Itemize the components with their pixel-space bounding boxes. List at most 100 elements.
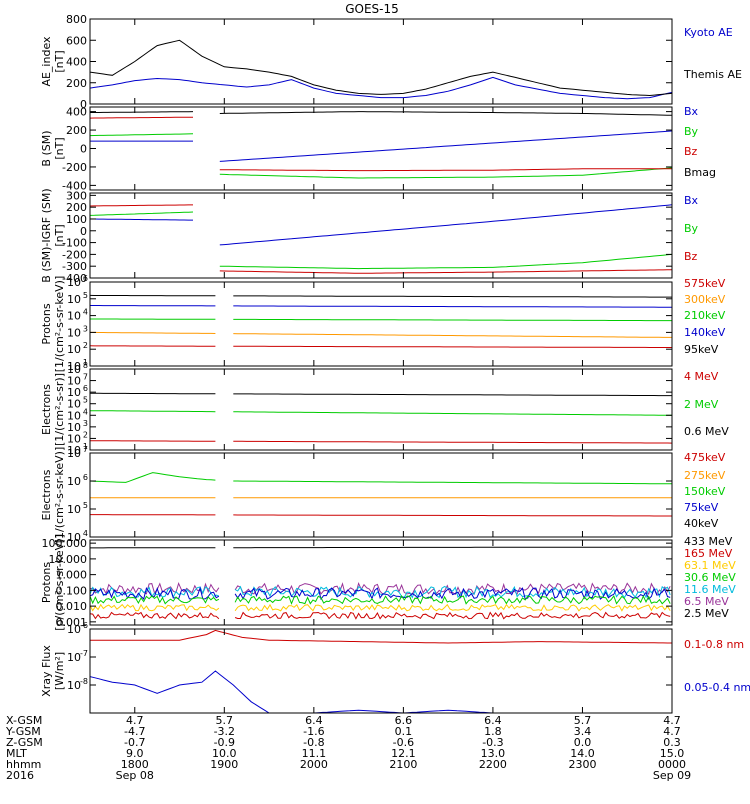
- y-tick-exponent: 2: [83, 430, 88, 439]
- y-tick-label: 100.000: [42, 537, 88, 550]
- y-tick-label: 1.000: [56, 569, 88, 582]
- series-line-140kev: [90, 305, 672, 308]
- y-tick-label: 10: [67, 679, 81, 692]
- ephemeris-value: 6.4: [305, 714, 323, 727]
- series-line-210kev: [90, 318, 672, 322]
- y-axis-label: Protons: [40, 562, 53, 603]
- y-tick-exponent: 7: [83, 445, 88, 454]
- ephemeris-value: -4.7: [124, 725, 145, 738]
- ephemeris-table: X-GSMY-GSMZ-GSMMLThhmm20164.7-4.7-0.79.0…: [5, 714, 691, 782]
- legend-entry: 150keV: [684, 485, 726, 498]
- panel-frame: [89, 18, 673, 105]
- y-tick-exponent: 4: [83, 308, 88, 317]
- y-tick-label: 0: [80, 225, 87, 238]
- y-tick-label: 10: [67, 623, 81, 636]
- series-line-by: [90, 211, 672, 270]
- y-tick-label: 200: [66, 201, 87, 214]
- ephemeris-value: -0.7: [124, 736, 145, 749]
- legend-entry: 0.1-0.8 nm: [684, 638, 744, 651]
- series-line-0-1-0-8-nm: [90, 629, 672, 644]
- series-line-433-mev: [90, 546, 672, 549]
- y-tick-label: 400: [66, 56, 87, 69]
- legend-entry: 2.5 MeV: [684, 607, 729, 620]
- y-tick-label: 10: [67, 343, 81, 356]
- panel-frame: [89, 192, 673, 279]
- y-axis-label: Protons: [40, 303, 53, 344]
- ephemeris-row-label: Y-GSM: [5, 725, 41, 738]
- series-line-by: [90, 133, 672, 179]
- y-axis-label: [1/(cm²-s-sr-keV)]: [53, 276, 66, 373]
- series-line-bz: [90, 204, 672, 274]
- ephemeris-value: 4.7: [126, 714, 144, 727]
- ephemeris-value: 15.0: [660, 747, 685, 760]
- panel-frame: [89, 368, 673, 451]
- y-axis-label: [nT]: [53, 224, 66, 246]
- ephemeris-value: 6.4: [484, 714, 502, 727]
- y-tick-label: -200: [62, 248, 87, 261]
- ephemeris-value: 2300: [568, 758, 596, 771]
- y-tick-label: 10: [67, 293, 81, 306]
- y-tick-exponent: 3: [83, 419, 88, 428]
- panel-frame: [89, 628, 673, 714]
- legend-entry: 11.6 MeV: [684, 583, 736, 596]
- legend-entry: 475keV: [684, 451, 726, 464]
- legend-entry: 95keV: [684, 343, 719, 356]
- ephemeris-value: 2200: [479, 758, 507, 771]
- y-tick-label: -400: [62, 272, 87, 285]
- series-line-bx: [90, 130, 672, 162]
- y-tick-label: 10: [67, 276, 81, 289]
- ephemeris-value: 9.0: [126, 747, 144, 760]
- y-tick-label: 300: [66, 189, 87, 202]
- legend-entry: 575keV: [684, 277, 726, 290]
- legend-entry: Kyoto AE: [684, 26, 733, 39]
- ephemeris-value: 4.7: [663, 714, 681, 727]
- y-tick-label: 10: [67, 503, 81, 516]
- y-tick-exponent: 7: [83, 373, 88, 382]
- series-line-kyoto-ae: [90, 76, 672, 100]
- ephemeris-value: 0.1: [395, 725, 413, 738]
- y-tick-label: 10: [67, 444, 81, 457]
- y-tick-label: 10: [67, 409, 81, 422]
- legend-entry: 165 MeV: [684, 547, 733, 560]
- ephemeris-row-label: 2016: [6, 769, 34, 782]
- ephemeris-value: 2000: [300, 758, 328, 771]
- y-tick-exponent: 2: [83, 341, 88, 350]
- ephemeris-value: 5.7: [574, 714, 592, 727]
- legend-entry: 6.5 MeV: [684, 595, 729, 608]
- panel-frame: [89, 452, 673, 538]
- y-axis-label: [nT]: [53, 137, 66, 159]
- ephemeris-row-label: X-GSM: [6, 714, 42, 727]
- y-tick-label: -200: [62, 161, 87, 174]
- ephemeris-row-label: hhmm: [6, 758, 41, 771]
- y-axis-label: AE_index: [40, 36, 53, 87]
- y-axis-label: [1/(cm²-s-sr-keV)]: [53, 447, 66, 544]
- legend-entry: 300keV: [684, 293, 726, 306]
- y-tick-exponent: 3: [83, 324, 88, 333]
- y-tick-label: 600: [66, 34, 87, 47]
- y-tick-exponent: 6: [83, 473, 88, 482]
- y-tick-label: 10: [67, 432, 81, 445]
- series-line-bz: [90, 116, 672, 172]
- legend-entry: Bx: [684, 105, 699, 118]
- legend-entry: 40keV: [684, 517, 719, 530]
- legend-entry: 30.6 MeV: [684, 571, 736, 584]
- legend-entry: 75keV: [684, 501, 719, 514]
- y-tick-label: 100: [66, 213, 87, 226]
- legend-entry: Bz: [684, 250, 698, 263]
- series-line-150kev: [90, 472, 672, 485]
- legend-entry: By: [684, 222, 699, 235]
- panel-1: 800 600 400 200 0 AE_index [nT] Kyoto AE Themis …: [40, 13, 742, 111]
- series-line-4-mev: [90, 440, 672, 444]
- series-line-bx: [90, 204, 672, 246]
- y-axis-label: Electrons: [40, 469, 53, 520]
- y-tick-label: 0.010: [56, 600, 88, 613]
- y-tick-exponent: 4: [83, 529, 88, 538]
- series-line-0-05-0-4-nm: [90, 670, 672, 713]
- ephemeris-value: 5.7: [216, 714, 234, 727]
- legend-entry: 210keV: [684, 309, 726, 322]
